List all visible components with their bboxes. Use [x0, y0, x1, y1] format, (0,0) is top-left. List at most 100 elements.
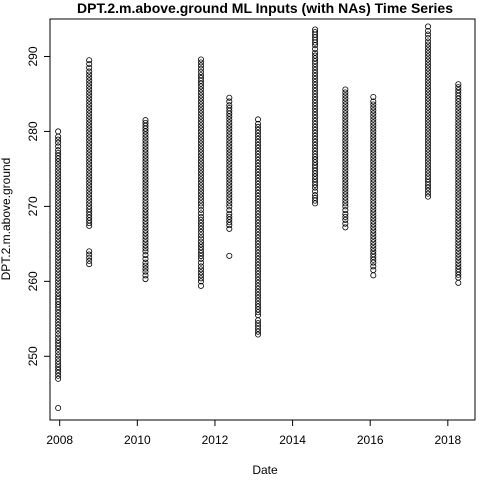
data-point [255, 162, 262, 169]
data-point [342, 143, 349, 150]
data-point [226, 146, 233, 153]
data-point [55, 315, 62, 322]
data-point [55, 349, 62, 356]
data-point [455, 137, 462, 144]
data-point [342, 101, 349, 108]
data-point [255, 243, 262, 250]
data-point [312, 188, 319, 195]
data-point [86, 146, 93, 153]
data-point [142, 255, 149, 262]
data-point [55, 263, 62, 270]
data-point [255, 309, 262, 316]
data-point [255, 303, 262, 310]
data-point [86, 83, 93, 90]
data-point [370, 164, 377, 171]
data-point [55, 179, 62, 186]
data-point [255, 323, 262, 330]
data-point [455, 185, 462, 192]
data-point [342, 203, 349, 210]
data-point [197, 152, 204, 159]
data-point [342, 113, 349, 120]
data-point [425, 62, 432, 69]
data-point [55, 372, 62, 379]
data-point [55, 139, 62, 146]
data-point [197, 113, 204, 120]
data-point [455, 87, 462, 94]
data-point [197, 272, 204, 279]
data-point [455, 242, 462, 249]
data-point [455, 279, 462, 286]
data-point [55, 321, 62, 328]
data-point [255, 186, 262, 193]
data-point [455, 101, 462, 108]
data-point [255, 231, 262, 238]
data-point [312, 114, 319, 121]
data-point [55, 296, 62, 303]
data-point [342, 89, 349, 96]
data-point [342, 107, 349, 114]
data-point [55, 147, 62, 154]
data-point [142, 245, 149, 252]
data-point [425, 116, 432, 123]
data-point [312, 159, 319, 166]
data-point [142, 224, 149, 231]
data-point [86, 257, 93, 264]
data-point [370, 143, 377, 150]
data-point [86, 122, 93, 129]
data-point [86, 101, 93, 108]
data-point [197, 119, 204, 126]
data-point [86, 131, 93, 138]
data-point [370, 167, 377, 174]
data-point [455, 188, 462, 195]
data-point [197, 170, 204, 177]
data-point [255, 198, 262, 205]
data-point [226, 222, 233, 229]
data-point [55, 188, 62, 195]
data-point [55, 173, 62, 180]
data-point [342, 224, 349, 231]
y-tick-label: 280 [26, 121, 40, 141]
data-point [455, 110, 462, 117]
data-point [255, 213, 262, 220]
data-point [312, 90, 319, 97]
data-point [370, 218, 377, 225]
data-point [55, 340, 62, 347]
data-point [197, 197, 204, 204]
data-point [197, 146, 204, 153]
y-tick-label: 250 [26, 346, 40, 366]
data-point [455, 212, 462, 219]
data-point [226, 185, 233, 192]
data-point [255, 276, 262, 283]
data-point [197, 77, 204, 84]
data-point [312, 66, 319, 73]
data-point [142, 272, 149, 279]
data-point [342, 220, 349, 227]
data-point [142, 131, 149, 138]
data-point [255, 168, 262, 175]
data-point [312, 117, 319, 124]
data-point [55, 342, 62, 349]
data-point [455, 227, 462, 234]
data-point [226, 194, 233, 201]
data-point [226, 155, 233, 162]
data-point [197, 173, 204, 180]
data-point [226, 110, 233, 117]
data-point [425, 113, 432, 120]
data-point [255, 325, 262, 332]
data-point [255, 171, 262, 178]
data-point [142, 146, 149, 153]
data-point [255, 180, 262, 187]
data-point [86, 95, 93, 102]
data-point [425, 173, 432, 180]
data-point [55, 200, 62, 207]
data-point [226, 207, 233, 214]
data-point [226, 176, 233, 183]
data-point [226, 219, 233, 226]
data-point [425, 77, 432, 84]
data-point [312, 181, 319, 188]
data-point [55, 260, 62, 267]
x-tick-label: 2014 [279, 433, 306, 447]
data-point [55, 272, 62, 279]
data-point [455, 107, 462, 114]
data-point [197, 89, 204, 96]
